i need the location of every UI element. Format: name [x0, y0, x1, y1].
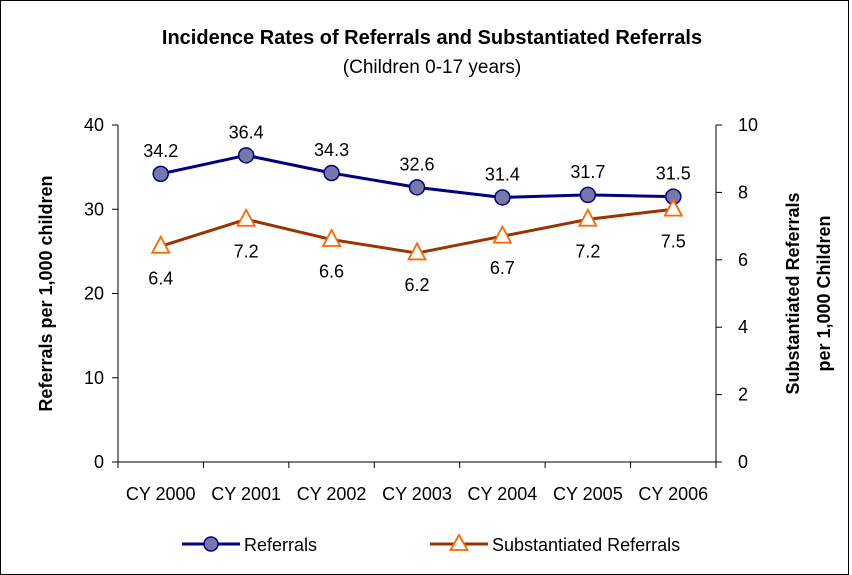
substantiated-point [321, 228, 342, 247]
x-tick-label: CY 2004 [468, 484, 538, 504]
legend-marker-substantiated [448, 533, 470, 551]
right-tick-label: 10 [738, 115, 758, 135]
left-axis-title: Referrals per 1,000 children [36, 175, 56, 411]
substantiated-point [236, 207, 257, 227]
legend-marker-referrals [203, 536, 219, 552]
x-tick-label: CY 2001 [211, 484, 281, 504]
referrals-point [323, 164, 340, 182]
plot-area: 0 10 20 30 40 0 2 4 6 8 10 CY 2000 CY 2001 CY 2002 CY … [36, 115, 834, 555]
substantiated-point [407, 241, 427, 261]
left-tick-label: 0 [94, 452, 104, 472]
referrals-point [579, 186, 597, 204]
referrals-data-label: 32.6 [399, 154, 434, 174]
referrals-point [237, 147, 255, 164]
right-axis-title-line1: Substantiated Referrals [783, 192, 803, 394]
x-tick-label: CY 2005 [553, 484, 623, 504]
substantiated-data-label: 7.2 [234, 241, 259, 261]
right-tick-label: 8 [738, 182, 748, 202]
substantiated-data-label: 7.2 [575, 241, 600, 261]
x-tick-label: CY 2003 [382, 484, 452, 504]
referrals-point [408, 179, 426, 196]
left-tick-label: 40 [84, 115, 104, 135]
chart-subtitle: (Children 0-17 years) [343, 57, 521, 78]
chart-title: Incidence Rates of Referrals and Substan… [162, 27, 702, 49]
referrals-data-label: 31.5 [656, 164, 691, 184]
right-tick-label: 0 [738, 452, 748, 472]
substantiated-point [663, 197, 684, 217]
substantiated-data-label: 7.5 [661, 231, 686, 251]
substantiated-data-label: 6.6 [319, 262, 344, 282]
referrals-point [494, 189, 511, 206]
substantiated-point [150, 234, 171, 254]
substantiated-point [577, 207, 598, 227]
right-tick-label: 6 [738, 250, 748, 270]
referrals-data-label: 36.4 [229, 122, 264, 142]
substantiated-point [492, 224, 513, 244]
left-tick-label: 20 [84, 284, 104, 304]
x-tick-label: CY 2000 [126, 484, 196, 504]
legend-label-substantiated: Substantiated Referrals [492, 535, 680, 555]
right-tick-label: 2 [738, 385, 748, 405]
left-tick-label: 30 [84, 199, 104, 219]
substantiated-data-label: 6.2 [404, 275, 429, 295]
referrals-data-label: 34.3 [314, 140, 349, 160]
right-tick-label: 4 [738, 317, 748, 337]
x-tick-label: CY 2002 [297, 484, 367, 504]
legend-label-referrals: Referrals [244, 535, 317, 555]
substantiated-data-label: 6.7 [490, 258, 515, 278]
referrals-point [152, 165, 169, 183]
x-tick-label: CY 2006 [638, 484, 708, 504]
referrals-data-label: 31.4 [485, 164, 520, 184]
referrals-data-label: 34.2 [143, 141, 178, 161]
referrals-data-label: 31.7 [570, 162, 605, 182]
right-axis-title-line2: per 1,000 Children [814, 215, 834, 371]
substantiated-data-label: 6.4 [148, 268, 173, 288]
left-tick-label: 10 [84, 368, 104, 388]
